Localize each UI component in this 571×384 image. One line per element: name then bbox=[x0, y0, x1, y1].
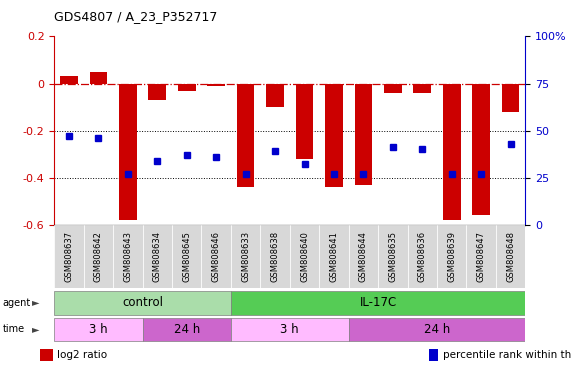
Text: GSM808641: GSM808641 bbox=[329, 231, 339, 282]
Bar bbox=[84, 225, 113, 288]
Bar bbox=[231, 318, 349, 341]
Bar bbox=[40, 349, 53, 361]
Bar bbox=[54, 225, 84, 288]
Text: GSM808646: GSM808646 bbox=[212, 231, 220, 282]
Text: GDS4807 / A_23_P352717: GDS4807 / A_23_P352717 bbox=[54, 10, 218, 23]
Bar bbox=[290, 225, 319, 288]
Bar bbox=[413, 84, 431, 93]
Text: ►: ► bbox=[32, 298, 40, 308]
Text: GSM808635: GSM808635 bbox=[388, 231, 397, 282]
Text: GSM808634: GSM808634 bbox=[153, 231, 162, 282]
Text: agent: agent bbox=[3, 298, 31, 308]
Bar bbox=[429, 349, 439, 361]
Bar bbox=[384, 84, 401, 93]
Bar bbox=[54, 291, 231, 314]
Text: log2 ratio: log2 ratio bbox=[57, 350, 107, 360]
Bar bbox=[207, 84, 225, 86]
Text: GSM808645: GSM808645 bbox=[182, 231, 191, 282]
Bar bbox=[231, 225, 260, 288]
Bar bbox=[378, 225, 408, 288]
Bar bbox=[148, 84, 166, 100]
Text: GSM808640: GSM808640 bbox=[300, 231, 309, 282]
Text: GSM808633: GSM808633 bbox=[241, 231, 250, 282]
Bar bbox=[496, 225, 525, 288]
Bar bbox=[467, 225, 496, 288]
Bar bbox=[355, 84, 372, 185]
Bar bbox=[408, 225, 437, 288]
Bar bbox=[266, 84, 284, 107]
Bar bbox=[502, 84, 520, 112]
Bar bbox=[325, 84, 343, 187]
Bar bbox=[178, 84, 195, 91]
Text: percentile rank within the sample: percentile rank within the sample bbox=[443, 350, 571, 360]
Bar bbox=[60, 76, 78, 84]
Text: GSM808642: GSM808642 bbox=[94, 231, 103, 282]
Text: GSM808648: GSM808648 bbox=[506, 231, 515, 282]
Text: time: time bbox=[3, 324, 25, 334]
Bar bbox=[296, 84, 313, 159]
Text: GSM808647: GSM808647 bbox=[477, 231, 486, 282]
Text: 3 h: 3 h bbox=[89, 323, 108, 336]
Bar bbox=[119, 84, 136, 220]
Bar bbox=[319, 225, 349, 288]
Text: IL-17C: IL-17C bbox=[360, 296, 397, 309]
Bar bbox=[237, 84, 255, 187]
Text: 3 h: 3 h bbox=[280, 323, 299, 336]
Text: GSM808639: GSM808639 bbox=[447, 231, 456, 282]
Bar bbox=[472, 84, 490, 215]
Bar bbox=[202, 225, 231, 288]
Text: GSM808644: GSM808644 bbox=[359, 231, 368, 282]
Bar bbox=[172, 225, 202, 288]
Text: 24 h: 24 h bbox=[174, 323, 200, 336]
Bar bbox=[90, 72, 107, 84]
Text: GSM808637: GSM808637 bbox=[65, 231, 74, 282]
Bar bbox=[443, 84, 461, 220]
Bar bbox=[143, 225, 172, 288]
Bar bbox=[437, 225, 467, 288]
Text: 24 h: 24 h bbox=[424, 323, 450, 336]
Bar bbox=[349, 225, 378, 288]
Text: GSM808636: GSM808636 bbox=[418, 231, 427, 282]
Bar bbox=[54, 318, 143, 341]
Text: control: control bbox=[122, 296, 163, 309]
Text: GSM808638: GSM808638 bbox=[271, 231, 280, 282]
Bar bbox=[143, 318, 231, 341]
Bar bbox=[349, 318, 525, 341]
Bar bbox=[113, 225, 143, 288]
Text: ►: ► bbox=[32, 324, 40, 334]
Text: GSM808643: GSM808643 bbox=[123, 231, 132, 282]
Bar bbox=[231, 291, 525, 314]
Bar bbox=[260, 225, 289, 288]
